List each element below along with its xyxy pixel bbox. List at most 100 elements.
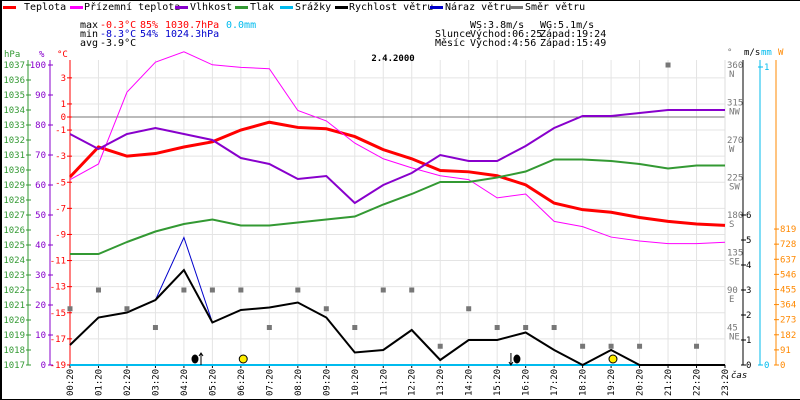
tick-label-w: 819 xyxy=(780,225,796,235)
tick-label-hpa: 1035 xyxy=(3,91,25,101)
legend-swatch-3 xyxy=(235,6,248,9)
stats-rain: 0.0mm xyxy=(226,20,257,31)
tick-label-hpa: 1032 xyxy=(3,136,25,146)
legend-swatch-0 xyxy=(3,6,16,9)
sunset-time: Západ:19:24 xyxy=(540,29,607,40)
tick-label-x: 12:20 xyxy=(408,369,418,396)
stats-min-humidity: 54% xyxy=(140,29,159,40)
wind-direction-point xyxy=(266,325,272,331)
legend-swatch-1 xyxy=(70,6,83,9)
wind-direction-point xyxy=(637,343,643,349)
wind-direction-point xyxy=(694,343,700,349)
tick-label-compass: N xyxy=(729,70,734,80)
wind-direction-point xyxy=(437,343,443,349)
tick-label-x: 16:20 xyxy=(522,369,532,396)
tick-label-w: 546 xyxy=(780,270,796,280)
tick-label-dir: 270 xyxy=(727,136,743,146)
tick-label-temp: -13 xyxy=(50,283,66,293)
tick-label-ms: 6 xyxy=(746,211,751,221)
tick-label-w: 182 xyxy=(780,331,796,341)
series-náraz-větru xyxy=(69,236,725,366)
tick-label-temp: 3 xyxy=(61,74,66,84)
stats-max-label: max xyxy=(80,20,99,31)
axis-unit-pct: % xyxy=(39,50,45,60)
tick-label-hpa: 1031 xyxy=(3,151,25,161)
tick-label-x: 11:20 xyxy=(379,369,389,396)
wind-direction-point xyxy=(466,306,472,312)
tick-label-hpa: 1033 xyxy=(3,121,25,131)
tick-label-dir: 315 xyxy=(727,99,743,109)
moonrise-icon xyxy=(191,354,199,364)
tick-label-compass: SE xyxy=(729,258,740,268)
stats-max-temp: -0.3°C xyxy=(100,20,137,31)
legend-swatch-2 xyxy=(175,6,188,9)
tick-label-dir: 135 xyxy=(727,249,743,259)
axis-unit-w: W xyxy=(778,48,784,58)
tick-label-hpa: 1030 xyxy=(3,166,25,176)
tick-label-hpa: 1024 xyxy=(3,256,25,266)
tick-label-x: 05:20 xyxy=(208,369,218,396)
stats-min-label: min xyxy=(80,29,99,40)
tick-label-dir: 360 xyxy=(727,61,743,71)
tick-label-hpa: 1036 xyxy=(3,76,25,86)
wind-direction-point xyxy=(124,306,130,312)
tick-label-x: 03:20 xyxy=(151,369,161,396)
sunrise-icon xyxy=(238,354,248,364)
tick-label-hpa: 1018 xyxy=(3,346,25,356)
tick-label-pct: 80 xyxy=(35,121,46,131)
tick-label-temp: -5 xyxy=(55,178,66,188)
moonrise-arrowhead-icon xyxy=(198,352,204,357)
tick-label-temp: -19 xyxy=(50,361,66,371)
tick-label-x: 08:20 xyxy=(294,369,304,396)
tick-label-x: 04:20 xyxy=(180,369,190,396)
tick-label-temp: -3 xyxy=(55,152,66,162)
tick-label-x: 09:20 xyxy=(322,369,332,396)
tick-label-temp: 1 xyxy=(61,100,66,110)
tick-label-x: 10:20 xyxy=(351,369,361,396)
series-teplota xyxy=(68,120,726,227)
tick-label-temp: -11 xyxy=(50,257,66,267)
tick-label-x: 20:20 xyxy=(636,369,646,396)
tick-label-hpa: 1025 xyxy=(3,241,25,251)
tick-label-ms: 2 xyxy=(746,311,751,321)
series-tlak xyxy=(70,158,725,255)
wind-direction-point xyxy=(209,287,215,293)
stats-max-pressure: 1030.7hPa xyxy=(165,20,220,31)
moonset-icon xyxy=(513,354,521,364)
tick-label-temp: -15 xyxy=(50,309,66,319)
wind-gust-max: WG:5.1m/s xyxy=(540,20,595,31)
legend-label: Vlhkost xyxy=(190,2,233,13)
wind-direction-point xyxy=(665,62,671,68)
tick-label-temp: 0 xyxy=(61,113,66,123)
wind-direction-point xyxy=(352,325,358,331)
legend-label: Srážky xyxy=(295,2,332,13)
legend-label: Náraz větru xyxy=(445,2,512,13)
tick-label-compass: NW xyxy=(729,108,740,118)
tick-label-hpa: 1027 xyxy=(3,211,25,221)
tick-label-pct: 40 xyxy=(35,241,46,251)
tick-label-w: 728 xyxy=(780,240,796,250)
tick-label-pct: 70 xyxy=(35,151,46,161)
tick-label-w: 273 xyxy=(780,316,796,326)
moonrise-time: Východ:4:56 xyxy=(470,38,537,49)
tick-label-x: 13:20 xyxy=(436,369,446,396)
tick-label-x: 19:20 xyxy=(607,369,617,396)
wind-direction-point xyxy=(580,343,586,349)
tick-label-dir: 180 xyxy=(727,211,743,221)
legend-label: Rychlost větru xyxy=(349,2,434,13)
axis-unit-hpa: hPa xyxy=(4,50,20,60)
legend-label: Přízemní teplota xyxy=(84,2,181,13)
wind-direction-point xyxy=(238,287,244,293)
tick-label-pct: 20 xyxy=(35,301,46,311)
wind-direction-point xyxy=(608,343,614,349)
tick-label-pct: 50 xyxy=(35,211,46,221)
series-vlhkost xyxy=(69,109,725,205)
series-přízemní-teplota xyxy=(69,51,726,245)
tick-label-hpa: 1037 xyxy=(3,61,25,71)
tick-label-dir: 45 xyxy=(727,324,738,334)
tick-label-ms: 4 xyxy=(746,261,751,271)
axis-unit-temp: °C xyxy=(57,50,68,60)
legend-swatch-5 xyxy=(335,6,348,9)
